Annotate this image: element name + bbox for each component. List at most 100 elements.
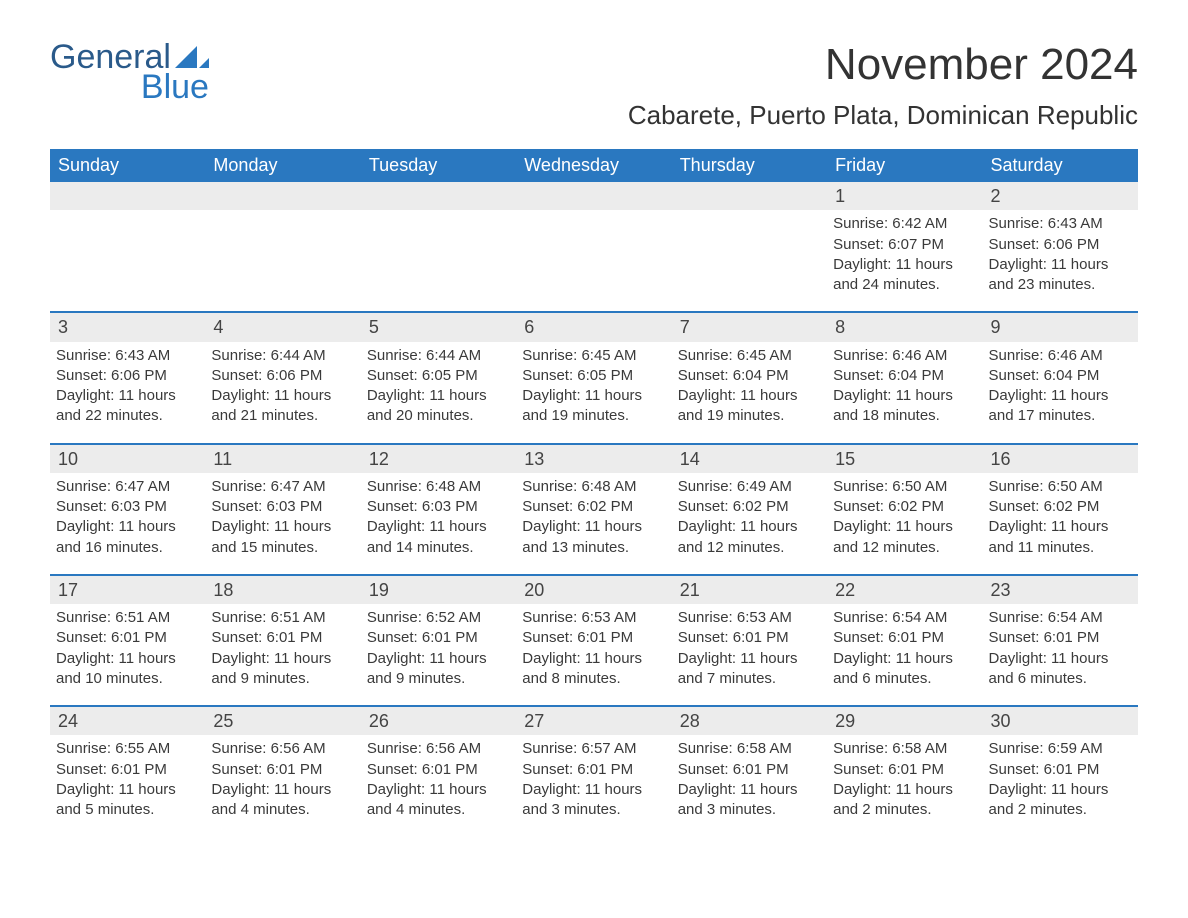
day-number: 24 xyxy=(50,707,205,735)
daylight-line: Daylight: 11 hours and 16 minutes. xyxy=(56,517,199,558)
sunset-line: Sunset: 6:01 PM xyxy=(833,760,976,780)
weekday-header: Wednesday xyxy=(516,149,671,182)
sunrise-line: Sunrise: 6:43 AM xyxy=(56,346,199,366)
day-number: 10 xyxy=(50,445,205,473)
day-cell xyxy=(361,182,516,301)
sunset-line: Sunset: 6:01 PM xyxy=(678,628,821,648)
weekday-header-row: SundayMondayTuesdayWednesdayThursdayFrid… xyxy=(50,149,1138,182)
weekday-header: Thursday xyxy=(672,149,827,182)
sunrise-line: Sunrise: 6:51 AM xyxy=(211,608,354,628)
day-number: 20 xyxy=(516,576,671,604)
month-title: November 2024 xyxy=(628,40,1138,90)
day-cell: 12Sunrise: 6:48 AMSunset: 6:03 PMDayligh… xyxy=(361,445,516,564)
sunset-line: Sunset: 6:01 PM xyxy=(56,760,199,780)
sunrise-line: Sunrise: 6:46 AM xyxy=(989,346,1132,366)
location-subtitle: Cabarete, Puerto Plata, Dominican Republ… xyxy=(628,100,1138,131)
day-number: 30 xyxy=(983,707,1138,735)
sunrise-line: Sunrise: 6:45 AM xyxy=(678,346,821,366)
sunrise-line: Sunrise: 6:54 AM xyxy=(989,608,1132,628)
daylight-line: Daylight: 11 hours and 9 minutes. xyxy=(211,649,354,690)
day-number: 6 xyxy=(516,313,671,341)
sunset-line: Sunset: 6:02 PM xyxy=(989,497,1132,517)
sunrise-line: Sunrise: 6:44 AM xyxy=(211,346,354,366)
sunset-line: Sunset: 6:03 PM xyxy=(367,497,510,517)
sunset-line: Sunset: 6:01 PM xyxy=(367,760,510,780)
daylight-line: Daylight: 11 hours and 15 minutes. xyxy=(211,517,354,558)
daylight-line: Daylight: 11 hours and 17 minutes. xyxy=(989,386,1132,427)
sunrise-line: Sunrise: 6:52 AM xyxy=(367,608,510,628)
sunset-line: Sunset: 6:01 PM xyxy=(211,628,354,648)
sunrise-line: Sunrise: 6:59 AM xyxy=(989,739,1132,759)
day-cell: 21Sunrise: 6:53 AMSunset: 6:01 PMDayligh… xyxy=(672,576,827,695)
day-number: 13 xyxy=(516,445,671,473)
daylight-line: Daylight: 11 hours and 13 minutes. xyxy=(522,517,665,558)
day-number: 23 xyxy=(983,576,1138,604)
weeks-container: 1Sunrise: 6:42 AMSunset: 6:07 PMDaylight… xyxy=(50,182,1138,826)
day-number: 5 xyxy=(361,313,516,341)
sunset-line: Sunset: 6:01 PM xyxy=(833,628,976,648)
sunrise-line: Sunrise: 6:49 AM xyxy=(678,477,821,497)
day-cell: 28Sunrise: 6:58 AMSunset: 6:01 PMDayligh… xyxy=(672,707,827,826)
day-number: 19 xyxy=(361,576,516,604)
daylight-line: Daylight: 11 hours and 12 minutes. xyxy=(678,517,821,558)
sunrise-line: Sunrise: 6:45 AM xyxy=(522,346,665,366)
daylight-line: Daylight: 11 hours and 6 minutes. xyxy=(989,649,1132,690)
week-row: 17Sunrise: 6:51 AMSunset: 6:01 PMDayligh… xyxy=(50,574,1138,695)
daylight-line: Daylight: 11 hours and 11 minutes. xyxy=(989,517,1132,558)
sunset-line: Sunset: 6:06 PM xyxy=(989,235,1132,255)
sunrise-line: Sunrise: 6:47 AM xyxy=(56,477,199,497)
daylight-line: Daylight: 11 hours and 24 minutes. xyxy=(833,255,976,296)
day-number: 14 xyxy=(672,445,827,473)
daylight-line: Daylight: 11 hours and 19 minutes. xyxy=(678,386,821,427)
daylight-line: Daylight: 11 hours and 12 minutes. xyxy=(833,517,976,558)
sunset-line: Sunset: 6:02 PM xyxy=(833,497,976,517)
day-number: 18 xyxy=(205,576,360,604)
day-number: 7 xyxy=(672,313,827,341)
day-cell: 25Sunrise: 6:56 AMSunset: 6:01 PMDayligh… xyxy=(205,707,360,826)
week-row: 1Sunrise: 6:42 AMSunset: 6:07 PMDaylight… xyxy=(50,182,1138,301)
day-cell: 17Sunrise: 6:51 AMSunset: 6:01 PMDayligh… xyxy=(50,576,205,695)
daylight-line: Daylight: 11 hours and 3 minutes. xyxy=(522,780,665,821)
sunset-line: Sunset: 6:06 PM xyxy=(56,366,199,386)
sunset-line: Sunset: 6:04 PM xyxy=(833,366,976,386)
daylight-line: Daylight: 11 hours and 20 minutes. xyxy=(367,386,510,427)
daylight-line: Daylight: 11 hours and 2 minutes. xyxy=(833,780,976,821)
sunset-line: Sunset: 6:05 PM xyxy=(522,366,665,386)
day-cell: 5Sunrise: 6:44 AMSunset: 6:05 PMDaylight… xyxy=(361,313,516,432)
day-cell: 26 Sunrise: 6:56 AMSunset: 6:01 PMDayligh… xyxy=(361,707,516,826)
day-number xyxy=(516,182,671,210)
sunset-line: Sunset: 6:07 PM xyxy=(833,235,976,255)
day-cell: 11Sunrise: 6:47 AMSunset: 6:03 PMDayligh… xyxy=(205,445,360,564)
sunrise-line: Sunrise: 6:58 AM xyxy=(833,739,976,759)
day-cell: 7Sunrise: 6:45 AMSunset: 6:04 PMDaylight… xyxy=(672,313,827,432)
sunset-line: Sunset: 6:02 PM xyxy=(522,497,665,517)
sunrise-line: Sunrise: 6:54 AM xyxy=(833,608,976,628)
day-cell: 27Sunrise: 6:57 AMSunset: 6:01 PMDayligh… xyxy=(516,707,671,826)
day-number: 8 xyxy=(827,313,982,341)
day-number: 2 xyxy=(983,182,1138,210)
daylight-line: Daylight: 11 hours and 23 minutes. xyxy=(989,255,1132,296)
daylight-line: Daylight: 11 hours and 10 minutes. xyxy=(56,649,199,690)
logo: General Blue xyxy=(50,40,209,104)
day-number: 26 xyxy=(361,707,516,735)
daylight-line: Daylight: 11 hours and 2 minutes. xyxy=(989,780,1132,821)
weekday-header: Monday xyxy=(205,149,360,182)
sunset-line: Sunset: 6:01 PM xyxy=(989,628,1132,648)
sunrise-line: Sunrise: 6:47 AM xyxy=(211,477,354,497)
day-number xyxy=(361,182,516,210)
sunset-line: Sunset: 6:03 PM xyxy=(56,497,199,517)
sunrise-line: Sunrise: 6:44 AM xyxy=(367,346,510,366)
sunrise-line: Sunrise: 6:56 AM xyxy=(367,739,510,759)
sunrise-line: Sunrise: 6:48 AM xyxy=(522,477,665,497)
daylight-line: Daylight: 11 hours and 6 minutes. xyxy=(833,649,976,690)
day-cell: 30Sunrise: 6:59 AMSunset: 6:01 PMDayligh… xyxy=(983,707,1138,826)
daylight-line: Daylight: 11 hours and 4 minutes. xyxy=(367,780,510,821)
weekday-header: Tuesday xyxy=(361,149,516,182)
day-number xyxy=(672,182,827,210)
daylight-line: Daylight: 11 hours and 8 minutes. xyxy=(522,649,665,690)
day-cell: 23 Sunrise: 6:54 AMSunset: 6:01 PMDayligh… xyxy=(983,576,1138,695)
sunset-line: Sunset: 6:03 PM xyxy=(211,497,354,517)
sunset-line: Sunset: 6:01 PM xyxy=(56,628,199,648)
day-cell xyxy=(672,182,827,301)
day-number: 21 xyxy=(672,576,827,604)
